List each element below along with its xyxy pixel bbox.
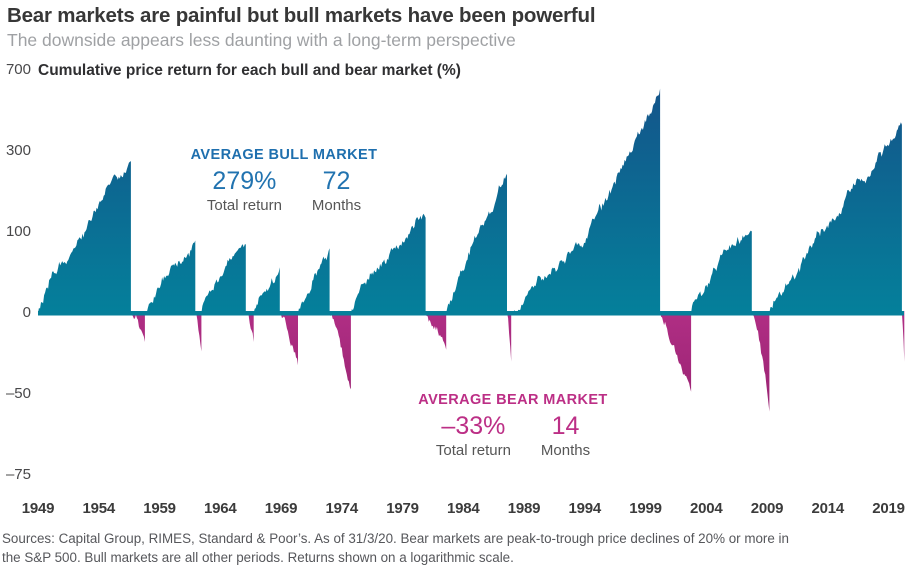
bear-market-segment	[245, 311, 254, 342]
bull-market-segment	[298, 248, 330, 316]
bear-market-segment	[329, 311, 351, 390]
x-tick-label: 2004	[689, 500, 723, 517]
y-tick-label: 0	[22, 304, 31, 321]
bear-total-return-value: –33%	[441, 412, 506, 440]
bull-market-segment	[144, 240, 196, 316]
x-tick-label: 2014	[811, 500, 845, 517]
x-tick-label: 1959	[143, 500, 176, 517]
page-title: Bear markets are painful but bull market…	[7, 4, 596, 27]
x-tick-label: 1989	[507, 500, 541, 517]
y-tick-label: 700	[5, 61, 31, 78]
x-tick-label: 2009	[750, 500, 784, 517]
bear-months-value: 14	[551, 412, 580, 440]
bear-market-segment	[279, 311, 298, 366]
x-tick-label: 1984	[446, 500, 480, 517]
bull-market-segment	[446, 173, 507, 316]
bull-market-segment	[769, 122, 902, 316]
bear-market-segment	[901, 311, 905, 362]
bull-market-segment	[38, 161, 131, 316]
axis-title: Cumulative price return for each bull an…	[38, 62, 461, 79]
x-tick-label: 1994	[568, 500, 602, 517]
x-tick-label: 1999	[629, 500, 662, 517]
bear-market-segment	[130, 311, 145, 342]
x-tick-label: 1964	[203, 500, 237, 517]
y-tick-label: 300	[5, 142, 31, 159]
source-note: Sources: Capital Group, RIMES, Standard …	[2, 529, 912, 567]
bear-market-segment	[751, 311, 770, 412]
x-tick-label: 1969	[264, 500, 298, 517]
bull-market-segment	[350, 213, 426, 316]
bear-market-segment	[660, 311, 692, 392]
bull-market-segment	[253, 267, 280, 316]
y-tick-label: –75	[5, 466, 31, 483]
y-tick-label: 100	[5, 223, 31, 240]
bull-months-label: Months	[311, 197, 362, 214]
page-subtitle: The downside appears less daunting with …	[7, 30, 516, 50]
source-note-line1: Sources: Capital Group, RIMES, Standard …	[2, 531, 789, 546]
x-tick-label: 1949	[21, 500, 55, 517]
average-bull-market-annotation: AVERAGE BULL MARKET 279% Total return 72…	[176, 147, 392, 214]
zero-axis-line	[38, 311, 904, 316]
x-tick-label: 1979	[386, 500, 419, 517]
bear-total-return-label: Total return	[435, 442, 511, 459]
bear-market-segment	[425, 311, 447, 350]
bull-market-segment	[201, 244, 246, 316]
bear-annotation-heading: AVERAGE BEAR MARKET	[418, 392, 608, 408]
x-tick-label: 2019	[872, 500, 905, 517]
source-note-line2: the S&P 500. Bull markets are all other …	[2, 550, 514, 565]
y-tick-label: –50	[5, 385, 31, 402]
bull-total-return-label: Total return	[206, 197, 282, 214]
bear-market-segment	[195, 311, 202, 352]
x-tick-label: 1954	[82, 500, 116, 517]
bull-market-segment	[511, 88, 661, 316]
bear-months-label: Months	[540, 442, 591, 459]
x-tick-label: 1974	[325, 500, 359, 517]
average-bear-market-annotation: AVERAGE BEAR MARKET –33% Total return 14…	[410, 392, 616, 459]
bull-months-value: 72	[322, 167, 351, 195]
bull-total-return-value: 279%	[212, 167, 277, 195]
bull-annotation-heading: AVERAGE BULL MARKET	[190, 147, 378, 163]
bear-market-segment	[507, 311, 512, 362]
bull-market-segment	[691, 230, 752, 316]
